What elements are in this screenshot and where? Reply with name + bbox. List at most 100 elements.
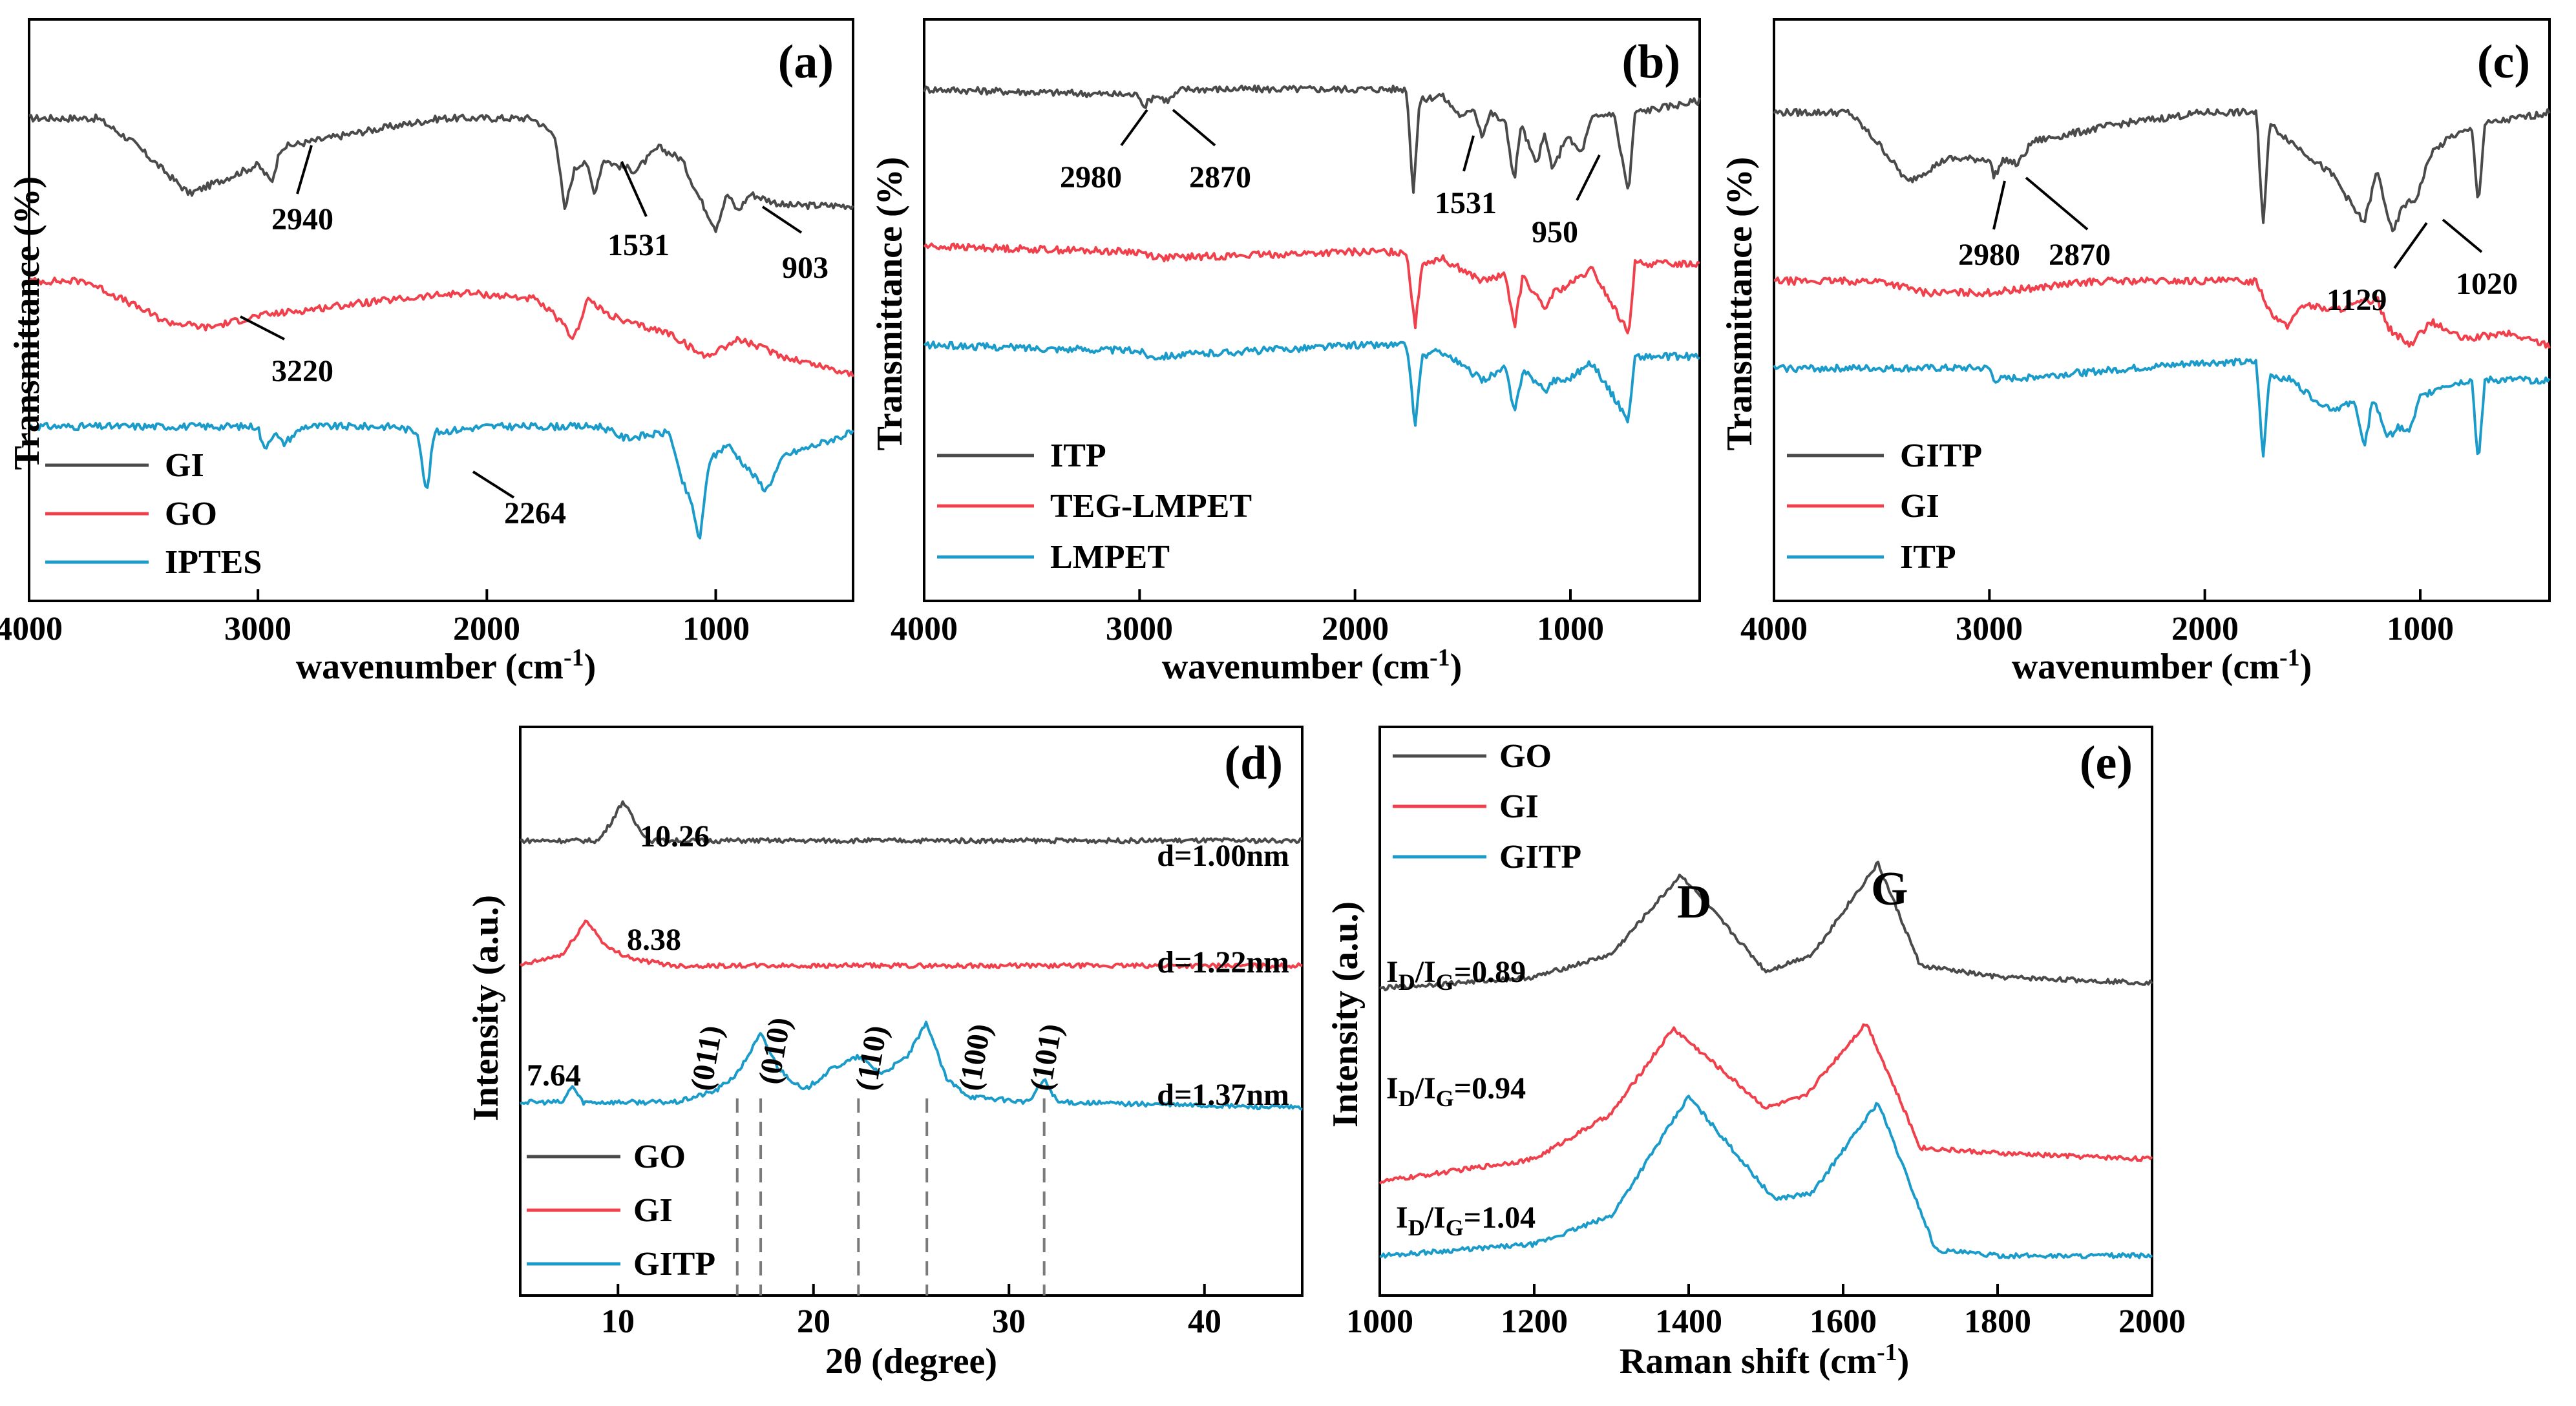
legend-label: GI <box>165 447 204 484</box>
panel-e-xtick: 1400 <box>1655 1303 1722 1340</box>
legend-label: GITP <box>633 1246 715 1283</box>
panel-e-legend: GO GI GITP <box>1393 738 1581 876</box>
annotation-label: 1020 <box>2456 267 2518 301</box>
legend-label: ITP <box>1050 437 1106 474</box>
panel-e-xtick: 2000 <box>2118 1303 2186 1340</box>
panel-b-label: (b) <box>1622 36 1680 89</box>
panel-c-frame <box>1773 18 2551 602</box>
annotation-label: 1129 <box>2327 283 2387 317</box>
panel-e-xtick: 1600 <box>1810 1303 1877 1340</box>
annotation-arrow <box>1576 154 1601 201</box>
panel-c-ylabel: Transmittance (%) <box>1720 157 1760 451</box>
annotation-arrow <box>620 161 648 217</box>
annotation-label: 2264 <box>504 496 566 530</box>
band-label-g: G <box>1871 863 1908 916</box>
panel-d-frame <box>519 726 1304 1297</box>
panel-b-xlabel: wavenumber (cm-1) <box>1162 644 1462 687</box>
panel-a: (a) 4000 3000 2000 1000 wavenumber (cm-1… <box>0 18 854 687</box>
legend-label: GO <box>1499 738 1552 775</box>
panel-a-xtick: 1000 <box>682 611 750 647</box>
panel-c-xtick: 1000 <box>2387 611 2454 647</box>
series-line-teg-lmpet <box>923 242 1700 335</box>
annotation-arrow <box>472 470 515 499</box>
panel-e-ylabel: Intensity (a.u.) <box>1325 901 1366 1128</box>
panel-b-xtick: 3000 <box>1106 611 1173 647</box>
panel-b-plot <box>923 84 1701 601</box>
series-line-iptes <box>28 421 854 540</box>
annotation-arrow <box>2025 176 2089 231</box>
series-line-itp <box>1773 357 2551 458</box>
panel-b-annotations: 2980 2870 1531 950 <box>1060 109 1601 249</box>
annotation-label: 2980 <box>1060 160 1122 194</box>
panel-e-xtick: 1200 <box>1501 1303 1568 1340</box>
panel-c: (c) 4000 3000 2000 1000 wavenumber (cm-1… <box>1720 18 2551 687</box>
panel-c-xtick: 4000 <box>1740 611 1808 647</box>
panel-d-xtick: 10 <box>601 1303 635 1340</box>
band-label-d: D <box>1677 876 1711 929</box>
panel-d-ylabel: Intensity (a.u.) <box>466 895 506 1121</box>
panel-d-xtick: 30 <box>992 1303 1026 1340</box>
annotation-arrow <box>761 205 803 234</box>
annotation-label: 903 <box>782 251 829 285</box>
panel-a-ylabel: Transmittance (%) <box>7 176 47 470</box>
annotation-label: 1531 <box>1435 186 1497 220</box>
legend-label: GITP <box>1499 839 1581 876</box>
panel-c-xtick: 2000 <box>2171 611 2239 647</box>
panel-d-xtick: 20 <box>797 1303 830 1340</box>
annotation-label: 2870 <box>2049 238 2111 272</box>
peak-label: 7.64 <box>527 1058 581 1093</box>
d-spacing-label: d=1.00nm <box>1157 839 1289 873</box>
panel-b-ylabel: Transmittance (%) <box>870 157 910 451</box>
panel-b-xtick: 2000 <box>1322 611 1389 647</box>
intensity-ratio-label: ID/IG=0.94 <box>1386 1071 1526 1111</box>
annotation-arrow <box>2393 222 2428 269</box>
panel-b: (b) 4000 3000 2000 1000 wavenumber (cm-1… <box>870 18 1701 687</box>
legend-label: IPTES <box>165 544 262 581</box>
legend-label: GI <box>1900 488 1939 525</box>
series-line-gitp <box>520 1020 1303 1111</box>
panel-b-legend: ITP TEG-LMPET LMPET <box>937 437 1252 576</box>
panel-b-frame <box>923 18 1701 602</box>
panel-c-label: (c) <box>2477 36 2530 89</box>
panel-d-xlabel: 2θ (degree) <box>825 1341 997 1381</box>
panel-e-frame <box>1378 726 2153 1297</box>
legend-label: GO <box>633 1138 686 1175</box>
panel-a-xtick: 4000 <box>0 611 63 647</box>
panel-a-xtick: 2000 <box>453 611 520 647</box>
series-line-go <box>28 277 854 377</box>
legend-label: TEG-LMPET <box>1050 488 1252 525</box>
annotation-label: 2870 <box>1189 160 1251 194</box>
series-line-gitp <box>1379 1095 2153 1259</box>
series-line-lmpet <box>923 341 1700 427</box>
panel-a-xtick: 3000 <box>224 611 291 647</box>
panel-d-guides <box>735 1098 1046 1296</box>
hkl-label: (101) <box>1024 1021 1069 1093</box>
panel-c-legend: GITP GI ITP <box>1787 437 1982 576</box>
series-line-gi <box>28 113 854 233</box>
panel-c-xtick: 3000 <box>1956 611 2023 647</box>
legend-label: GO <box>165 496 217 532</box>
legend-label: GI <box>1499 788 1539 825</box>
series-line-go <box>1379 861 2153 992</box>
panel-a-legend: GI GO IPTES <box>45 447 262 581</box>
d-spacing-label: d=1.22nm <box>1157 945 1289 980</box>
annotation-arrow <box>1172 109 1216 147</box>
panel-e-annotations: D G ID/IG=0.89 ID/IG=0.94 ID/IG=1.04 <box>1386 863 1908 1241</box>
peak-label: 8.38 <box>627 923 681 957</box>
annotation-arrow <box>1120 109 1148 147</box>
intensity-ratio-label: ID/IG=1.04 <box>1396 1201 1536 1241</box>
d-spacing-label: d=1.37nm <box>1157 1078 1289 1112</box>
annotation-arrow <box>1992 180 2006 230</box>
hkl-label: (110) <box>849 1023 894 1093</box>
panel-c-xlabel: wavenumber (cm-1) <box>2012 644 2312 687</box>
annotation-arrow <box>296 145 313 194</box>
panel-b-xtick: 4000 <box>891 611 958 647</box>
panel-e: (e) 1000 1200 1400 1600 1800 2000 Raman … <box>1325 726 2186 1381</box>
panel-d: (d) 10 20 30 40 2θ (degree) Intensity (a… <box>466 726 1304 1381</box>
legend-label: ITP <box>1900 539 1956 576</box>
series-line-itp <box>923 84 1701 194</box>
panel-e-plot <box>1378 861 2153 1296</box>
panel-b-xtick: 1000 <box>1537 611 1604 647</box>
annotation-label: 3220 <box>271 354 333 388</box>
